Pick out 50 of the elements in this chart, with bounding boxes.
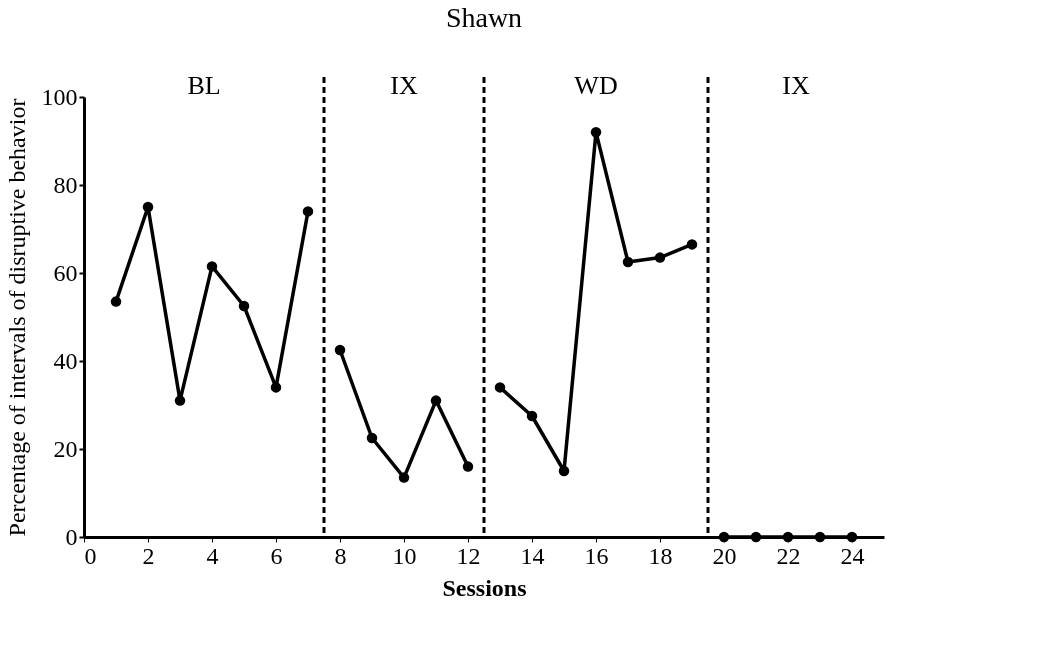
point — [526, 410, 538, 422]
x-tick-label: 0 — [84, 542, 97, 569]
point — [206, 261, 218, 272]
x-tick-label: 18 — [648, 542, 673, 569]
point — [558, 465, 570, 477]
point — [430, 395, 442, 406]
y-tick-label: 100 — [41, 83, 78, 110]
annotation: IX — [390, 71, 418, 100]
x-tick-label: 6 — [270, 542, 283, 569]
point — [174, 395, 186, 406]
x-tick-label: 12 — [456, 542, 481, 569]
annotation: IX — [782, 71, 810, 100]
x-tick-label: 2 — [142, 542, 155, 569]
x-tick-label: 22 — [776, 542, 801, 569]
point — [366, 432, 378, 444]
point — [718, 531, 730, 543]
point — [142, 201, 154, 213]
point — [238, 300, 250, 312]
point — [270, 382, 282, 393]
y-tick-label: 0 — [65, 523, 78, 550]
point — [494, 382, 506, 393]
y-tick-label: 60 — [53, 259, 78, 286]
x-tick-label: 20 — [712, 542, 737, 569]
point — [622, 256, 634, 268]
annotation: WD — [574, 71, 618, 100]
x-tick-label: 8 — [334, 542, 347, 569]
point — [590, 126, 602, 138]
x-tick-label: 24 — [840, 542, 865, 569]
point — [846, 531, 858, 543]
point — [302, 206, 314, 217]
point — [398, 472, 410, 483]
point — [462, 461, 474, 472]
annotation: BL — [187, 71, 221, 100]
y-axis-title: Percentage of intervals of disruptive behavior — [3, 98, 30, 537]
point — [110, 296, 122, 307]
x-axis-title: Sessions — [442, 574, 527, 601]
y-tick-label: 80 — [53, 171, 78, 198]
point — [334, 344, 346, 356]
x-tick-label: 16 — [584, 542, 609, 569]
y-tick-label: 20 — [53, 435, 78, 462]
x-tick-label: 14 — [520, 542, 545, 569]
point — [782, 531, 794, 543]
point — [750, 531, 762, 543]
point — [814, 531, 826, 543]
point — [686, 239, 698, 250]
x-tick-label: 4 — [206, 542, 219, 569]
point — [654, 252, 666, 263]
x-tick-label: 10 — [392, 542, 417, 569]
chart-title: Shawn — [445, 2, 523, 33]
y-tick-label: 40 — [53, 347, 78, 374]
